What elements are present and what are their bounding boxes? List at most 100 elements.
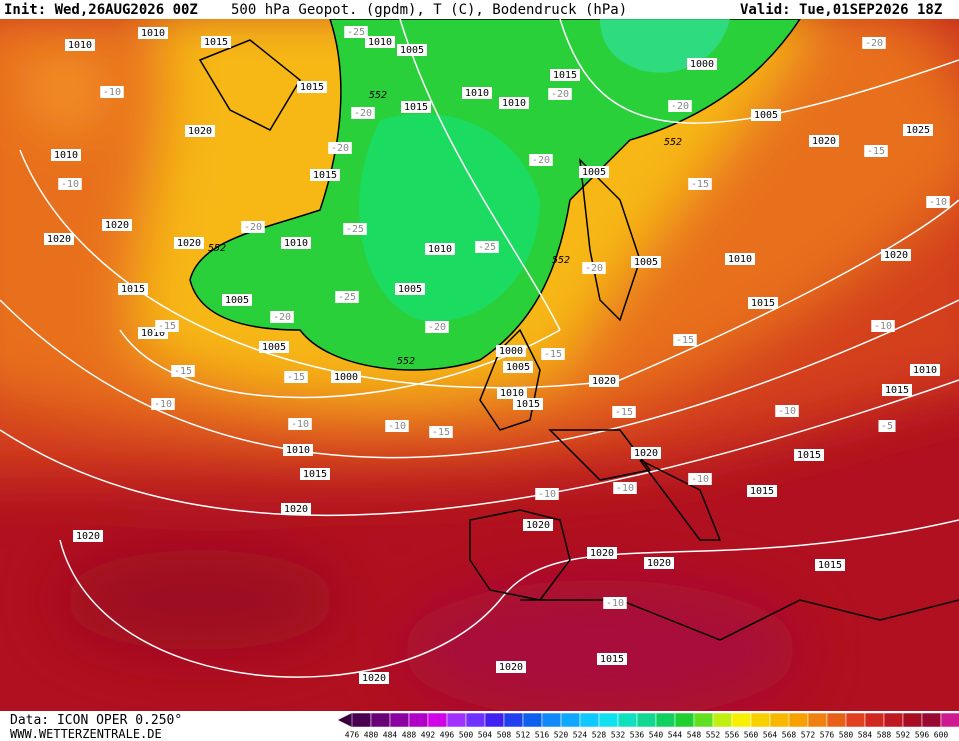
colorbar-label: 556 — [725, 731, 740, 740]
temperature-label: -10 — [538, 489, 556, 500]
isobar-label-box — [809, 135, 839, 147]
isobar-label: 1015 — [797, 450, 821, 461]
colorbar-swatch — [921, 712, 942, 728]
colorbar-swatch — [465, 712, 486, 728]
isobar-label: 1015 — [751, 298, 775, 309]
isobar-label-box — [794, 449, 824, 461]
isobar-label: 1005 — [754, 110, 778, 121]
temperature-label: -10 — [103, 87, 121, 98]
colorbar-swatch — [845, 712, 866, 728]
isobar-label-box — [65, 39, 95, 51]
colorbar-swatch — [693, 712, 714, 728]
isobar-label: 1020 — [188, 126, 212, 137]
colorbar-swatch — [541, 712, 562, 728]
temperature-label-box — [673, 334, 697, 346]
colorbar-label: 524 — [573, 731, 588, 740]
isobar-label: 1020 — [812, 136, 836, 147]
isobar-label: 1015 — [516, 399, 540, 410]
temperature-label: -15 — [432, 427, 450, 438]
temperature-label: -15 — [158, 321, 176, 332]
colorbar-swatch — [389, 712, 410, 728]
isobar-label-box — [397, 44, 427, 56]
temperature-label-box — [151, 398, 175, 410]
temperature-label: -15 — [174, 366, 192, 377]
isobar-label: 1020 — [647, 558, 671, 569]
colorbar-label: 568 — [782, 731, 797, 740]
temperature-label: -10 — [778, 406, 796, 417]
colorbar-swatch — [731, 712, 752, 728]
colorbar-label: 480 — [364, 731, 379, 740]
colorbar-swatch — [750, 712, 771, 728]
isobar-label-box — [579, 166, 609, 178]
colorbar-label: 504 — [478, 731, 493, 740]
temperature-label-box — [613, 482, 637, 494]
isobar-label-box — [300, 468, 330, 480]
colorbar-swatch — [408, 712, 429, 728]
isobar-label-box — [644, 557, 674, 569]
temperature-label: -20 — [273, 312, 291, 323]
isobar-label-box — [401, 101, 431, 113]
temperature-label-box — [155, 320, 179, 332]
isobar-label: 1020 — [284, 504, 308, 515]
isobar-label-box — [910, 364, 940, 376]
colorbar-label: 532 — [611, 731, 626, 740]
temperature-label: -20 — [354, 108, 372, 119]
colorbar-label: 536 — [630, 731, 645, 740]
colorbar-label: 520 — [554, 731, 569, 740]
isobar-label-box — [725, 253, 755, 265]
isobar-label: 1005 — [225, 295, 249, 306]
colorbar-label: 552 — [706, 731, 721, 740]
isobar-label-box — [201, 36, 231, 48]
colorbar-swatch — [636, 712, 657, 728]
colorbar-swatch — [351, 712, 372, 728]
temperature-label: -5 — [881, 421, 893, 432]
temperature-label-box — [688, 178, 712, 190]
height-label: 552 — [552, 255, 570, 266]
isobar-label: 1000 — [334, 372, 358, 383]
temperature-label-box — [612, 406, 636, 418]
isobar-label: 1010 — [428, 244, 452, 255]
colorbar-swatch — [788, 712, 809, 728]
isobar-label-box — [550, 69, 580, 81]
temperature-label-box — [668, 100, 692, 112]
temperature-label: -10 — [291, 419, 309, 430]
temperature-label-box — [241, 221, 265, 233]
colorbar-swatch — [522, 712, 543, 728]
isobar-label: 1020 — [177, 238, 201, 249]
temperature-label-box — [775, 405, 799, 417]
isobar-label-box — [102, 219, 132, 231]
isobar-label: 1015 — [885, 385, 909, 396]
temperature-label-box — [343, 223, 367, 235]
temperature-label-box — [688, 473, 712, 485]
temperature-label: -15 — [691, 179, 709, 190]
isobar-label-box — [118, 283, 148, 295]
isobar-label-box — [73, 530, 103, 542]
colorbar-label: 592 — [896, 731, 911, 740]
isobar-label-box — [513, 398, 543, 410]
temperature-label: -20 — [551, 89, 569, 100]
temperature-label: -10 — [388, 421, 406, 432]
colorbar-swatch — [484, 712, 505, 728]
temperature-label: -15 — [676, 335, 694, 346]
temperature-label-box — [335, 291, 359, 303]
isobar-label-box — [751, 109, 781, 121]
isobar-label-box — [496, 661, 526, 673]
colorbar-swatch — [712, 712, 733, 728]
isobar-label: 1015 — [300, 82, 324, 93]
height-label: 552 — [664, 137, 682, 148]
temperature-label-box — [171, 365, 195, 377]
isobar-label-box — [597, 653, 627, 665]
temperature-label-box — [548, 88, 572, 100]
header-bar — [0, 0, 959, 19]
colorbar-swatch — [769, 712, 790, 728]
isobar-label: 1015 — [818, 560, 842, 571]
isobar-label: 1015 — [121, 284, 145, 295]
isobar-label: 1005 — [506, 362, 530, 373]
isobar-label: 1020 — [592, 376, 616, 387]
temperature-label-box — [529, 154, 553, 166]
temperature-label-box — [926, 196, 950, 208]
isobar-label: 1000 — [690, 59, 714, 70]
isobar-label: 1010 — [54, 150, 78, 161]
temperature-label-box — [429, 426, 453, 438]
